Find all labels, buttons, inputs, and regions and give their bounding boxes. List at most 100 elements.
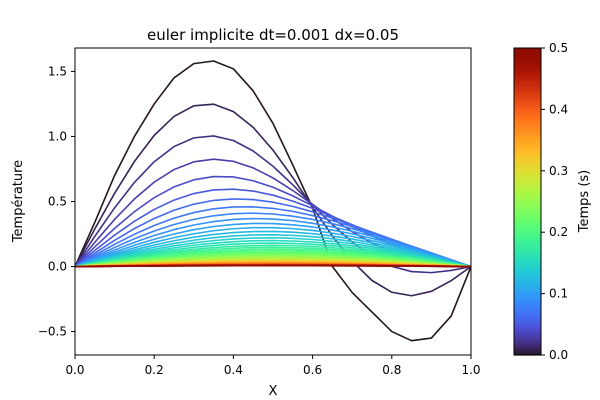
temperature-curve [75, 244, 471, 268]
colorbar-segment [514, 237, 541, 241]
x-tick-label: 1.0 [461, 363, 480, 377]
colorbar-segment [514, 311, 541, 315]
colorbar-segment [514, 94, 541, 98]
temperature-curve [75, 60, 471, 342]
colorbar-segment [514, 155, 541, 159]
colorbar-segment [514, 316, 541, 320]
colorbar-segment [514, 265, 541, 269]
x-axis-label: X [269, 384, 278, 399]
colorbar-frame [513, 47, 542, 356]
colorbar-segment [514, 244, 541, 249]
colorbar-segment [514, 48, 541, 52]
colorbar-segment [514, 191, 541, 195]
colorbar-segment [514, 326, 541, 331]
temperature-curve [75, 246, 471, 268]
colorbar-label: Temps (s) [577, 170, 592, 233]
colorbar-segment [514, 232, 541, 236]
colorbar-segment [514, 352, 541, 356]
colorbar-segment [514, 270, 541, 274]
colorbar-segment [514, 247, 541, 251]
colorbar-segment [514, 280, 541, 284]
colorbar-segment [514, 303, 541, 307]
colorbar-tick-label: 0.3 [549, 164, 568, 178]
colorbar-segment [514, 308, 541, 313]
colorbar-segment [514, 260, 541, 264]
colorbar-segment [514, 196, 541, 200]
colorbar-segment [514, 83, 541, 87]
colorbar-segment [514, 58, 541, 62]
colorbar-segment [514, 73, 541, 77]
colorbar-segment [514, 99, 541, 103]
colorbar-segment [514, 81, 541, 85]
colorbar-segment [514, 183, 541, 187]
colorbar-segment [514, 152, 541, 157]
colorbar-segment [514, 331, 541, 336]
temperature-curve [75, 103, 471, 297]
colorbar-segment [514, 201, 541, 205]
colorbar-segment [514, 168, 541, 172]
colorbar-segment [514, 239, 541, 244]
colorbar-segment [514, 349, 541, 354]
x-tick-label: 0.4 [224, 363, 243, 377]
colorbar-segment [514, 334, 541, 338]
y-tick-label: 1.0 [48, 129, 67, 143]
colorbar-segment [514, 278, 541, 282]
colorbar-segment [514, 150, 541, 154]
colorbar-segment [514, 337, 541, 341]
colorbar-segment [514, 65, 541, 70]
colorbar-segment [514, 104, 541, 108]
colorbar-segment [514, 178, 541, 182]
temperature-curve [75, 239, 471, 268]
colorbar-segment [514, 324, 541, 328]
temperature-curve [75, 233, 471, 268]
colorbar-segment [514, 257, 541, 261]
colorbar-segment [514, 96, 541, 100]
curves [75, 60, 471, 342]
colorbar-segment [514, 137, 541, 141]
colorbar-segment [514, 140, 541, 144]
colorbar-segment [514, 211, 541, 215]
colorbar-segment [514, 252, 541, 256]
y-axis: −0.5 0.0 0.5 1.0 1.5 [38, 64, 75, 339]
colorbar-segment [514, 160, 541, 164]
temperature-curve [75, 264, 471, 268]
colorbar-segment [514, 224, 541, 228]
colorbar-tick-label: 0.5 [549, 41, 568, 55]
colorbar-segment [514, 321, 541, 325]
colorbar-segment [514, 306, 541, 310]
colorbar-segment [514, 101, 541, 105]
x-tick-label: 0.2 [145, 363, 164, 377]
colorbar-tick-label: 0.1 [549, 287, 568, 301]
colorbar-segment [514, 145, 541, 149]
x-axis: 0.0 0.2 0.4 0.6 0.8 1.0 [65, 355, 481, 377]
colorbar-segment [514, 88, 541, 93]
temperature-curve [75, 212, 471, 268]
colorbar-segment [514, 142, 541, 146]
colorbar-segment [514, 127, 541, 131]
colorbar-segment [514, 158, 541, 162]
colorbar-segment [514, 147, 541, 151]
temperature-curve [75, 222, 471, 268]
colorbar-segment [514, 134, 541, 139]
y-tick-label: 0.0 [48, 260, 67, 274]
colorbar-segment [514, 186, 541, 190]
colorbar-segment [514, 227, 541, 231]
colorbar-segment [514, 250, 541, 254]
colorbar-tick-label: 0.4 [549, 102, 568, 116]
colorbar-segment [514, 268, 541, 272]
colorbar-segment [514, 198, 541, 203]
colorbar-segment [514, 242, 541, 246]
colorbar-segment [514, 122, 541, 126]
colorbar-tick-label: 0.0 [549, 348, 568, 362]
chart-title: euler implicite dt=0.001 dx=0.05 [147, 26, 399, 44]
colorbar-segment [514, 262, 541, 267]
colorbar-segment [514, 344, 541, 348]
colorbar-segment [514, 68, 541, 72]
y-axis-label: Température [11, 160, 26, 243]
colorbar: 0.0 0.1 0.2 0.3 0.4 0.5 [513, 41, 568, 362]
temperature-curve [75, 248, 471, 268]
colorbar-segment [514, 129, 541, 134]
colorbar-segment [514, 273, 541, 277]
colorbar-tick-label: 0.2 [549, 225, 568, 239]
colorbar-segment [514, 60, 541, 64]
